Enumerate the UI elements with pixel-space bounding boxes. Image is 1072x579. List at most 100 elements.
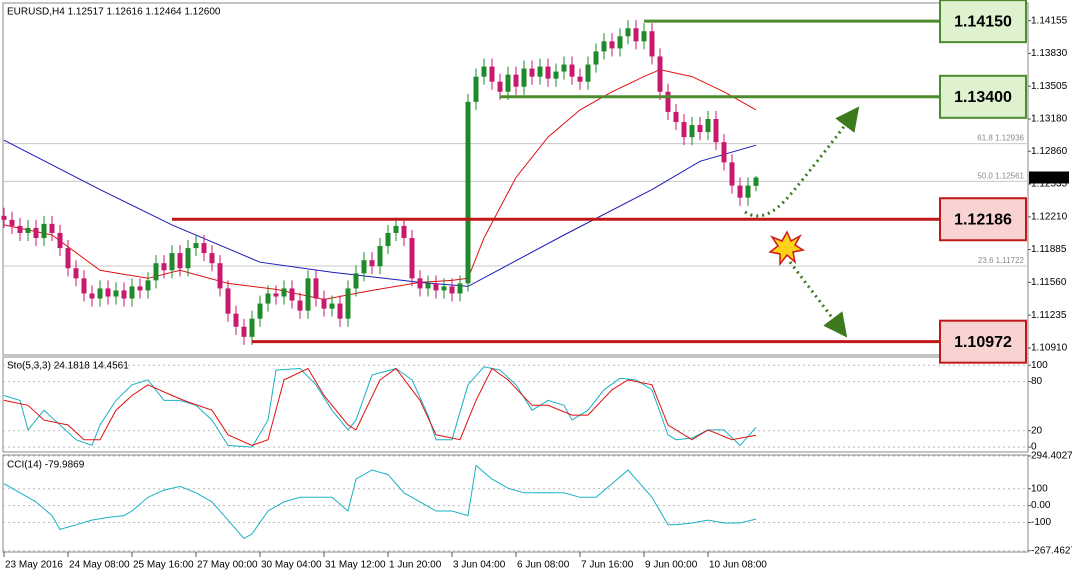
candle-body	[569, 64, 575, 77]
candle-body	[81, 278, 87, 294]
y-tick-label: -267.4627	[1031, 545, 1072, 556]
stochastic-panel	[2, 356, 1029, 453]
y-tick-label: 1.14155	[1031, 15, 1068, 26]
candle-body	[681, 122, 687, 138]
candle-body	[553, 71, 559, 79]
candle-body	[145, 280, 151, 291]
last-price-label: 1.12600	[1031, 172, 1068, 183]
y-tick-label: 1.12860	[1031, 146, 1068, 157]
y-tick-label: 1.11885	[1031, 244, 1067, 255]
y-tick-label: 0.00	[1031, 500, 1051, 511]
candle-body	[737, 185, 743, 198]
fib-label: 50.0 1.12561	[977, 172, 1024, 181]
y-tick-label: -100	[1031, 517, 1051, 528]
cci-panel	[2, 454, 1029, 553]
candle-body	[313, 278, 319, 299]
candle-body	[689, 125, 695, 138]
candle-body	[89, 293, 95, 299]
candle-body	[137, 286, 143, 291]
x-tick-label: 31 May 12:00	[325, 560, 386, 571]
candle-body	[337, 303, 343, 319]
candle-body	[393, 225, 399, 233]
candle-body	[105, 288, 111, 297]
candle-body	[705, 118, 711, 133]
y-tick-label: 100	[1031, 483, 1048, 494]
candle-body	[665, 91, 671, 112]
candle-body	[265, 293, 271, 304]
candle-body	[345, 288, 351, 319]
x-tick-label: 27 May 00:00	[197, 560, 258, 571]
down-arrow	[788, 261, 848, 338]
candle-body	[657, 56, 663, 92]
candle-body	[729, 162, 735, 186]
candle-body	[297, 300, 303, 311]
indicator-line	[3, 367, 757, 446]
candle-body	[577, 76, 583, 82]
x-tick-label: 7 Jun 16:00	[581, 560, 634, 571]
candle-body	[353, 273, 359, 289]
candle-body	[17, 225, 23, 233]
last-price-tag	[1029, 171, 1069, 184]
candle-body	[529, 68, 535, 77]
x-tick-label: 23 May 2016	[5, 560, 63, 571]
y-tick-label: 1.13505	[1031, 81, 1068, 92]
candle-body	[649, 31, 655, 57]
candle-body	[753, 177, 759, 186]
y-tick-label: 0	[1031, 442, 1037, 453]
candle-body	[177, 253, 183, 269]
x-tick-label: 10 Jun 08:00	[709, 560, 767, 571]
y-tick-label: 1.12210	[1031, 211, 1068, 222]
candle-body	[633, 28, 639, 42]
y-tick-label: 80	[1031, 376, 1043, 387]
candle-body	[433, 283, 439, 291]
indicator-line	[3, 366, 757, 448]
x-tick-label: 6 Jun 08:00	[517, 560, 570, 571]
candle-body	[321, 298, 327, 309]
candle-body	[625, 28, 631, 37]
candle-body	[385, 232, 391, 247]
x-tick-label: 1 Jun 20:00	[389, 560, 442, 571]
level-label: 1.10972	[954, 334, 1012, 351]
candle-body	[561, 64, 567, 72]
candle-body	[161, 263, 167, 271]
candle-body	[41, 223, 47, 239]
candle-body	[409, 238, 415, 279]
y-tick-label: 20	[1031, 425, 1043, 436]
y-tick-label: 1.11560	[1031, 277, 1067, 288]
candle-body	[513, 74, 519, 87]
candle-body	[201, 243, 207, 254]
candle-body	[721, 142, 727, 163]
candle-body	[745, 185, 751, 198]
candle-body	[417, 278, 423, 289]
y-tick-label: 1.12535	[1031, 179, 1068, 190]
candle-body	[609, 41, 615, 49]
candle-body	[593, 51, 599, 65]
candle-body	[361, 260, 367, 274]
stochastic-header: Sto(5,3,3) 24.1818 14.4561	[7, 361, 129, 372]
x-tick-label: 9 Jun 00:00	[645, 560, 698, 571]
candle-body	[377, 246, 383, 267]
y-tick-label: 100	[1031, 360, 1048, 371]
candle-body	[57, 232, 63, 249]
candle-body	[193, 243, 199, 249]
level-box	[939, 0, 1027, 44]
candle-body	[465, 101, 471, 284]
candle-body	[121, 290, 127, 299]
candle-body	[241, 326, 247, 337]
price-header: EURUSD,H4 1.12517 1.12616 1.12464 1.1260…	[7, 7, 221, 18]
y-tick-label: 1.10910	[1031, 343, 1068, 354]
candle-body	[129, 286, 135, 299]
candle-body	[25, 227, 31, 233]
candle-body	[257, 303, 263, 319]
candle-body	[273, 293, 279, 297]
x-tick-label: 3 Jun 04:00	[453, 560, 506, 571]
candle-body	[1, 215, 7, 220]
candle-body	[153, 263, 159, 281]
candle-body	[97, 288, 103, 299]
fib-label: 61.8 1.12936	[977, 134, 1024, 143]
candle-body	[233, 313, 239, 327]
annotations	[744, 106, 860, 338]
candle-body	[113, 290, 119, 297]
candle-body	[289, 288, 295, 301]
